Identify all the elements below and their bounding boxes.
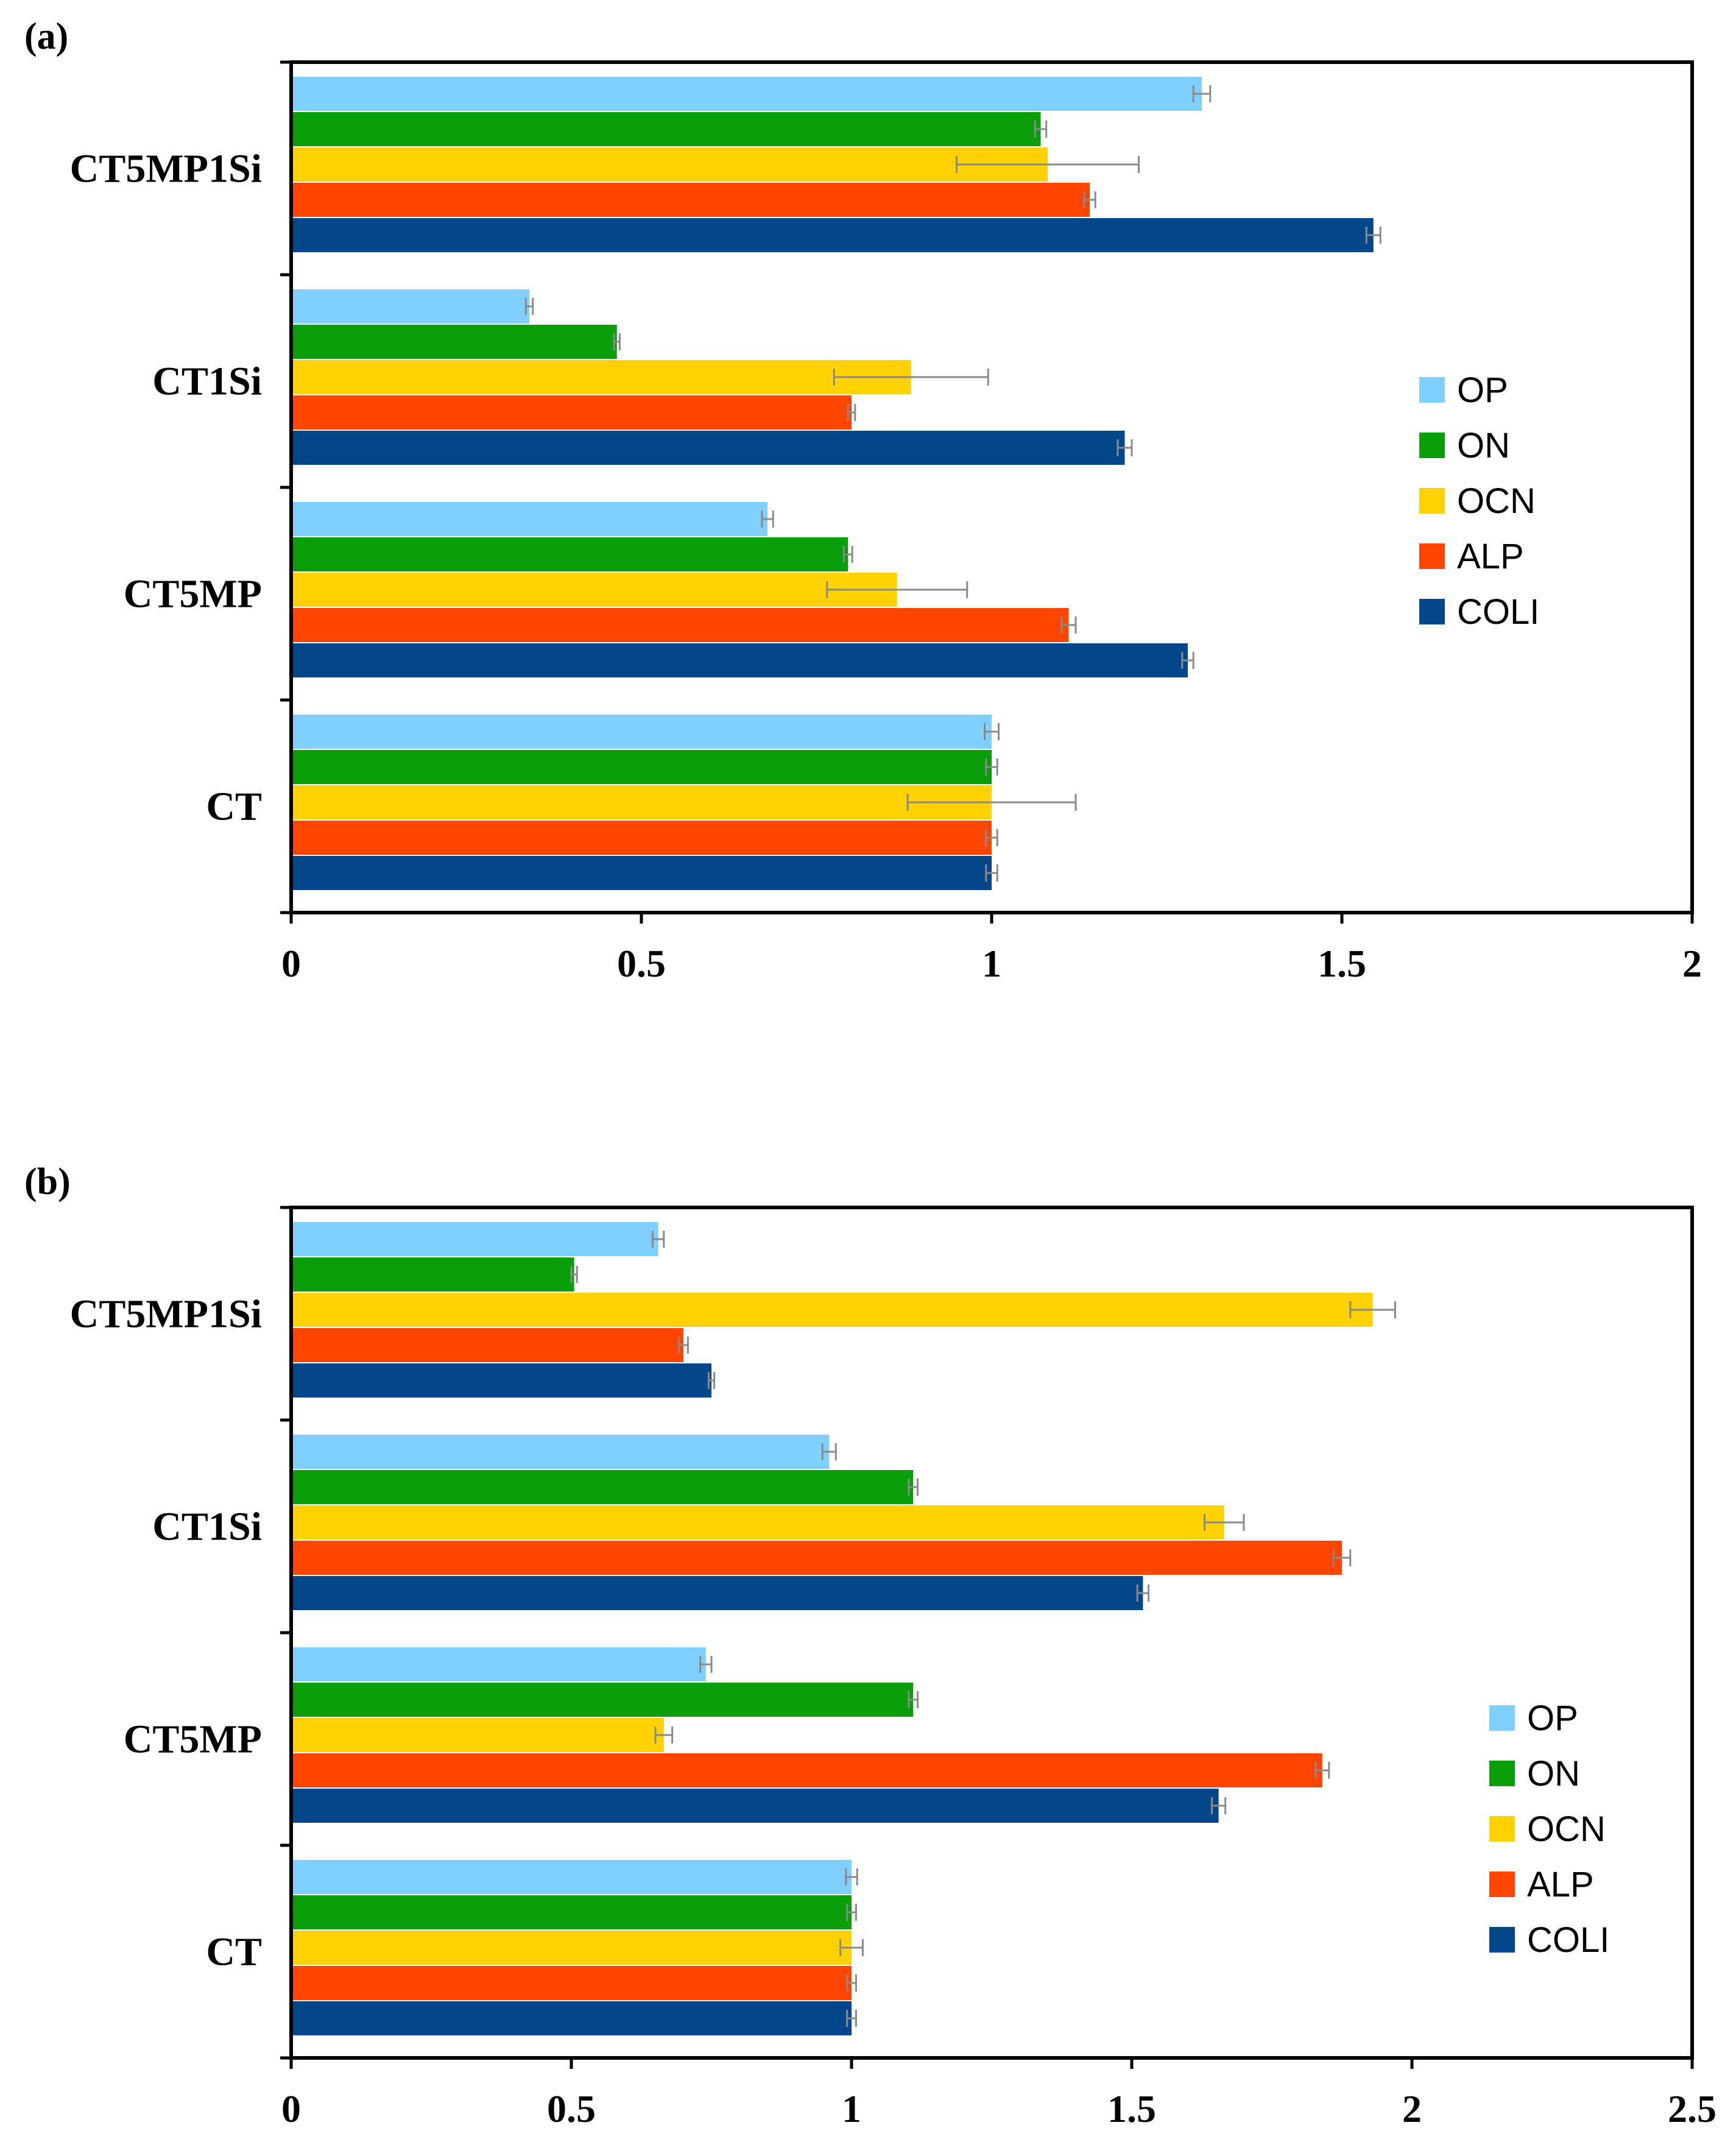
legend-label-on: ON <box>1457 426 1510 465</box>
legend-label-op: OP <box>1527 1698 1578 1738</box>
bar-coli-ct5mp <box>291 643 1188 677</box>
x-tick-label: 1.5 <box>1107 2087 1156 2130</box>
bar-coli-ct5mp1si <box>291 1363 711 1398</box>
panel-label: (b) <box>24 1161 71 1203</box>
x-tick-label: 2.5 <box>1668 2087 1717 2130</box>
bar-ocn-ct5mp1si <box>291 147 1048 182</box>
legend-swatch-op <box>1419 377 1445 403</box>
bar-alp-ct5mp1si <box>291 1328 683 1362</box>
legend-swatch-ocn <box>1489 1816 1515 1842</box>
bar-op-ct <box>291 715 992 749</box>
legend-label-coli: COLI <box>1527 1920 1609 1960</box>
chart-panel-a: (a) CT5MP1Si CT1Si CT5MP CT 0 0.5 1 1.5 2 OP ON OCN A… <box>24 16 1702 985</box>
bar-alp-ct5mp1si <box>291 183 1090 217</box>
bar-alp-ct5mp <box>291 608 1069 642</box>
bar-alp-ct <box>291 821 992 855</box>
legend-swatch-alp <box>1489 1871 1515 1897</box>
bar-coli-ct5mp <box>291 1789 1219 1823</box>
bar-coli-ct5mp1si <box>291 218 1374 252</box>
x-tick-label: 1.5 <box>1318 942 1366 985</box>
bar-ocn-ct <box>291 1931 852 1965</box>
bar-op-ct5mp1si <box>291 77 1202 111</box>
legend-swatch-coli <box>1419 599 1445 624</box>
bar-op-ct5mp <box>291 502 767 536</box>
category-label: CT5MP <box>124 572 262 617</box>
legend-swatch-op <box>1489 1705 1515 1731</box>
legend-label-ocn: OCN <box>1457 481 1536 521</box>
bar-ocn-ct5mp <box>291 1718 664 1752</box>
bar-alp-ct5mp <box>291 1753 1322 1787</box>
legend: OP ON OCN ALP COLI <box>1489 1698 1609 1960</box>
bar-op-ct1si <box>291 289 529 323</box>
bar-alp-ct1si <box>291 395 852 429</box>
x-tick-label: 2 <box>1682 942 1702 985</box>
bar-on-ct5mp1si <box>291 1257 574 1292</box>
legend-swatch-coli <box>1489 1927 1515 1953</box>
x-tick-label: 0 <box>281 2087 301 2130</box>
category-label: CT5MP1Si <box>70 1292 262 1337</box>
bar-on-ct5mp1si <box>291 112 1041 146</box>
legend-label-ocn: OCN <box>1527 1809 1606 1849</box>
category-label: CT5MP <box>124 1717 262 1762</box>
legend-label-op: OP <box>1457 370 1508 410</box>
bar-on-ct <box>291 750 992 784</box>
x-tick-label: 1 <box>842 2087 861 2130</box>
bar-on-ct1si <box>291 325 617 359</box>
bar-op-ct5mp1si <box>291 1222 658 1256</box>
x-tick-label: 1 <box>982 942 1001 985</box>
legend-label-coli: COLI <box>1457 592 1539 632</box>
category-label: CT1Si <box>152 1505 262 1549</box>
bar-coli-ct <box>291 856 992 890</box>
bar-on-ct <box>291 1895 852 1929</box>
category-label: CT <box>206 785 262 829</box>
x-tick-label: 0 <box>281 942 301 985</box>
bar-on-ct5mp <box>291 537 849 571</box>
legend-swatch-ocn <box>1419 488 1445 514</box>
bar-ocn-ct1si <box>291 1505 1224 1539</box>
bar-op-ct1si <box>291 1435 830 1469</box>
bar-ocn-ct5mp1si <box>291 1293 1373 1327</box>
x-tick-label: 0.5 <box>547 2087 596 2130</box>
bar-op-ct5mp <box>291 1647 706 1681</box>
legend: OP ON OCN ALP COLI <box>1419 370 1539 632</box>
bar-op-ct <box>291 1860 852 1894</box>
bar-coli-ct1si <box>291 1576 1143 1610</box>
x-tick-label: 0.5 <box>617 942 666 985</box>
bar-alp-ct <box>291 1966 852 2000</box>
category-label: CT1Si <box>152 359 262 404</box>
bar-coli-ct1si <box>291 431 1125 465</box>
bar-on-ct5mp <box>291 1683 914 1717</box>
legend-swatch-on <box>1489 1761 1515 1786</box>
bar-coli-ct <box>291 2001 852 2035</box>
legend-label-alp: ALP <box>1457 537 1524 576</box>
bar-ocn-ct <box>291 785 992 819</box>
bar-ocn-ct1si <box>291 360 911 394</box>
legend-swatch-alp <box>1419 543 1445 569</box>
legend-swatch-on <box>1419 433 1445 458</box>
category-label: CT5MP1Si <box>70 147 262 191</box>
panel-label: (a) <box>24 16 68 57</box>
category-label: CT <box>206 1930 262 1974</box>
bar-ocn-ct5mp <box>291 573 897 607</box>
bar-alp-ct1si <box>291 1541 1342 1575</box>
legend-label-alp: ALP <box>1527 1865 1594 1904</box>
legend-label-on: ON <box>1527 1754 1580 1794</box>
x-tick-label: 2 <box>1402 2087 1422 2130</box>
bar-on-ct1si <box>291 1470 914 1504</box>
